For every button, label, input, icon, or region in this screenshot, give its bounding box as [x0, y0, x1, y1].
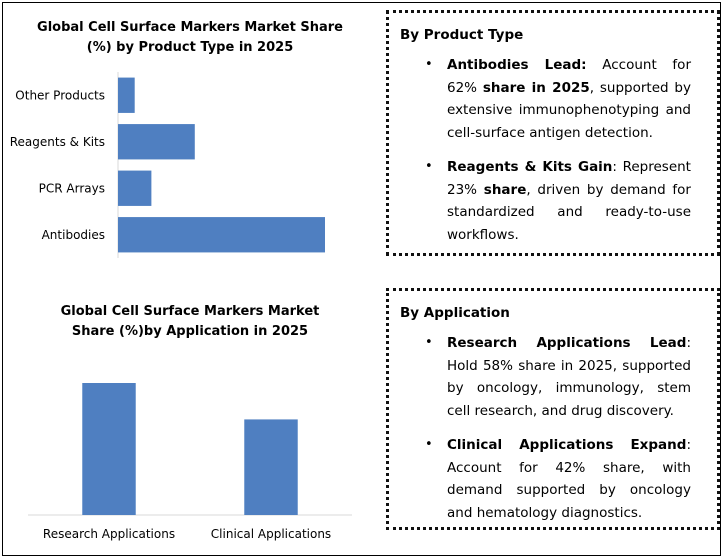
bullet-text: : Represent 23%	[447, 159, 691, 198]
application-chart-title: Global Cell Surface Markers Market Share…	[20, 302, 360, 342]
application-chart-title-line-1: Global Cell Surface Markers Market	[60, 304, 320, 319]
application-bullet-list: • Research Applications Lead: Hold 58% s…	[389, 332, 717, 536]
bullet-title: Clinical Applications Expand	[447, 437, 687, 453]
bullet-text: Account for 62%	[447, 57, 691, 96]
product-chart-title-line-1: Global Cell Surface Markers Market Share	[37, 20, 343, 35]
application-bar-chart: Research Applications Clinical Applicatio…	[28, 383, 352, 541]
product-bar-reagents-kits	[118, 124, 195, 160]
bullet-text-tail: , driven by demand for standardized and …	[447, 181, 691, 243]
bullet-title: Antibodies Lead:	[447, 57, 587, 73]
application-box-heading: By Application	[400, 305, 510, 321]
product-category-label: PCR Arrays	[39, 181, 105, 195]
application-chart-title-line-2: Share (%)by Application in 2025	[71, 324, 309, 339]
bullet-emphasis: share	[483, 181, 527, 198]
bullet-title: Research Applications Lead	[447, 335, 687, 351]
application-bullet-clinical: • Clinical Applications Expand: Account …	[389, 434, 717, 524]
application-bar-clinical-applications	[244, 419, 298, 515]
product-bullet-antibodies: • Antibodies Lead: Account for 62% share…	[389, 54, 717, 144]
product-bar-antibodies	[118, 217, 325, 253]
product-bullet-list: • Antibodies Lead: Account for 62% share…	[389, 54, 717, 258]
product-category-label: Antibodies	[42, 228, 105, 242]
product-bar-pcr-arrays	[118, 170, 152, 206]
application-summary-box: By Application • Research Applications L…	[386, 288, 720, 530]
product-category-label: Other Products	[15, 88, 105, 102]
bullet-title: Reagents & Kits Gain	[447, 159, 613, 175]
product-box-heading: By Product Type	[400, 27, 524, 43]
bullet-emphasis: share in 2025	[482, 79, 590, 96]
product-bar-other-products	[118, 77, 135, 113]
product-type-bar-chart: Antibodies PCR Arrays Reagents & Kits Other…	[10, 72, 325, 258]
bullet-dot: •	[425, 57, 433, 72]
product-chart-title: Global Cell Surface Markers Market Share…	[20, 18, 360, 58]
application-bar-research-applications	[82, 383, 136, 515]
bullet-dot: •	[425, 437, 433, 452]
product-bullet-reagents: • Reagents & Kits Gain: Represent 23% sh…	[389, 156, 717, 246]
application-category-label: Research Applications	[43, 527, 175, 541]
bullet-text: : Account for 42% share, with demand sup…	[447, 437, 691, 521]
bullet-text-tail: , supported by extensive immunophenotypi…	[447, 79, 691, 141]
product-type-summary-box: By Product Type • Antibodies Lead: Accou…	[386, 10, 720, 256]
bullet-dot: •	[425, 159, 433, 174]
application-bullet-research: • Research Applications Lead: Hold 58% s…	[389, 332, 717, 422]
product-category-label: Reagents & Kits	[10, 135, 105, 149]
application-category-label: Clinical Applications	[211, 527, 331, 541]
bullet-text: : Hold 58% share in 2025, supported by o…	[447, 335, 691, 419]
product-chart-title-line-2: (%) by Product Type in 2025	[86, 40, 294, 55]
bullet-dot: •	[425, 335, 433, 350]
